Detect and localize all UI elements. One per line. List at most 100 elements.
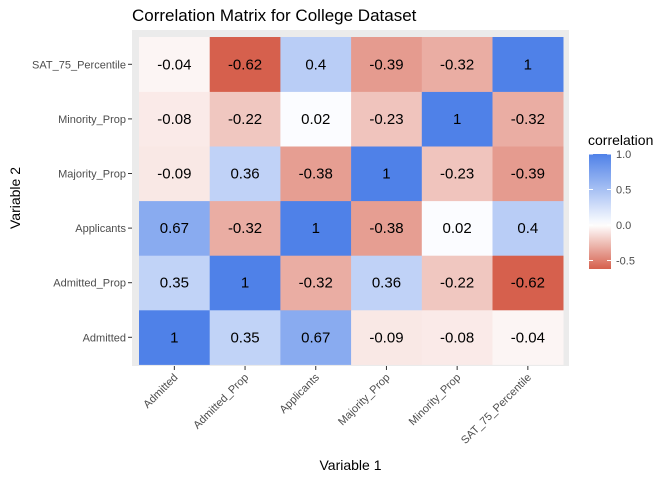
cell-value-label: 1 xyxy=(453,111,461,128)
cell-value-label: -0.38 xyxy=(369,220,403,237)
heatmap-cell xyxy=(209,310,281,365)
heatmap-cell xyxy=(421,310,493,365)
y-tick-label: Admitted xyxy=(83,332,126,344)
heatmap-cell xyxy=(209,255,281,311)
cell-value-label: 0.4 xyxy=(517,220,538,237)
cell-value-label: 0.36 xyxy=(372,275,401,292)
x-tick-label: Minority_Prop xyxy=(407,372,463,428)
heatmap-cell xyxy=(351,91,423,147)
heatmap-cell xyxy=(209,146,281,202)
y-axis-title: Variable 2 xyxy=(7,167,23,229)
heatmap-cell xyxy=(280,91,352,147)
heatmap-cell xyxy=(209,91,281,147)
cell-value-label: -0.09 xyxy=(157,166,191,183)
heatmap-value-labels: 1 0.35 0.67 -0.09 -0.08 -0.04 0.35 1 -0.32 0.36 -0… xyxy=(157,56,545,346)
cell-value-label: -0.08 xyxy=(157,111,191,128)
y-tick-label: Admitted_Prop xyxy=(53,278,126,290)
heatmap-cell xyxy=(421,37,493,92)
heatmap-cell xyxy=(492,146,564,202)
heatmap-cell xyxy=(351,146,423,202)
heatmap-cell xyxy=(139,310,210,365)
cell-value-label: 0.02 xyxy=(443,220,472,237)
heatmap-cell xyxy=(492,91,564,147)
heatmap-cell xyxy=(280,310,352,365)
heatmap-cell xyxy=(139,37,210,92)
heatmap-cell xyxy=(351,310,423,365)
cell-value-label: 0.67 xyxy=(160,220,189,237)
heatmap-cell xyxy=(421,146,493,202)
cell-value-label: 1 xyxy=(382,166,390,183)
y-tick-label: Minority_Prop xyxy=(58,114,126,126)
heatmap-cell xyxy=(351,255,423,311)
cell-value-label: -0.32 xyxy=(440,56,474,73)
cell-value-label: -0.62 xyxy=(228,56,262,73)
x-axis-ticks: Admitted Admitted_Prop Applicants Majority_… xyxy=(141,366,534,447)
cell-value-label: -0.08 xyxy=(440,329,474,346)
cell-value-label: -0.39 xyxy=(369,56,403,73)
cell-value-label: 0.4 xyxy=(305,56,326,73)
heatmap-cell xyxy=(421,255,493,311)
x-tick-label: Applicants xyxy=(277,371,322,416)
heatmap-cell xyxy=(492,255,564,311)
cell-value-label: 0.02 xyxy=(301,111,330,128)
y-tick-label: Applicants xyxy=(75,223,126,235)
cell-value-label: 0.35 xyxy=(160,275,189,292)
heatmap-cell xyxy=(280,255,352,311)
heatmap-cell xyxy=(421,91,493,147)
y-axis-ticks: Admitted Admitted_Prop Applicants Majority_… xyxy=(32,59,132,344)
heatmap-cell xyxy=(209,200,281,256)
legend-title: correlation xyxy=(588,132,653,148)
heatmap-cell xyxy=(351,200,423,256)
heatmap-cell xyxy=(139,91,210,147)
cell-value-label: -0.32 xyxy=(228,220,262,237)
cell-value-label: -0.39 xyxy=(511,166,545,183)
cell-value-label: 1 xyxy=(241,275,249,292)
heatmap-cell xyxy=(280,37,352,92)
cell-value-label: -0.38 xyxy=(299,166,333,183)
cell-value-label: 0.35 xyxy=(230,329,259,346)
legend-tick-label: 0.5 xyxy=(616,184,631,196)
color-legend: correlation 1.0 0.5 0.0 -0.5 xyxy=(588,132,653,269)
cell-value-label: -0.32 xyxy=(299,275,333,292)
cell-value-label: 0.36 xyxy=(230,166,259,183)
heatmap-cell xyxy=(492,37,564,92)
x-tick-label: Admitted_Prop xyxy=(191,372,251,432)
legend-tick-label: 1.0 xyxy=(616,149,631,161)
cell-value-label: -0.09 xyxy=(369,329,403,346)
cell-value-label: -0.04 xyxy=(157,56,191,73)
heatmap-cell xyxy=(139,255,210,311)
heatmap-cell xyxy=(280,146,352,202)
cell-value-label: -0.04 xyxy=(511,329,545,346)
cell-value-label: -0.62 xyxy=(511,275,545,292)
heatmap-cells xyxy=(139,37,564,365)
cell-value-label: 1 xyxy=(312,220,320,237)
heatmap-cell xyxy=(280,200,352,256)
cell-value-label: -0.22 xyxy=(440,275,474,292)
legend-tick-label: 0.0 xyxy=(616,220,631,232)
x-tick-label: Majority_Prop xyxy=(336,372,392,428)
heatmap-cell xyxy=(139,146,210,202)
x-axis-title: Variable 1 xyxy=(319,457,381,473)
y-tick-label: Majority_Prop xyxy=(58,169,126,181)
legend-ticks: 1.0 0.5 0.0 -0.5 xyxy=(589,149,635,267)
x-tick-label: Admitted xyxy=(141,372,180,411)
heatmap-cell xyxy=(421,200,493,256)
cell-value-label: -0.23 xyxy=(440,166,474,183)
cell-value-label: -0.22 xyxy=(228,111,262,128)
legend-color-bar xyxy=(589,154,611,269)
cell-value-label: -0.32 xyxy=(511,111,545,128)
chart-title: Correlation Matrix for College Dataset xyxy=(132,6,417,25)
cell-value-label: 1 xyxy=(524,56,532,73)
legend-tick-label: -0.5 xyxy=(616,255,635,267)
y-tick-label: SAT_75_Percentile xyxy=(32,59,126,71)
cell-value-label: 0.67 xyxy=(301,329,330,346)
heatmap-cell xyxy=(209,37,281,92)
heatmap-cell xyxy=(492,200,564,256)
x-tick-label: SAT_75_Percentile xyxy=(459,372,534,447)
cell-value-label: -0.23 xyxy=(369,111,403,128)
heatmap-cell xyxy=(351,37,423,92)
heatmap-cell xyxy=(139,200,210,256)
heatmap-cell xyxy=(492,310,564,365)
cell-value-label: 1 xyxy=(170,329,178,346)
